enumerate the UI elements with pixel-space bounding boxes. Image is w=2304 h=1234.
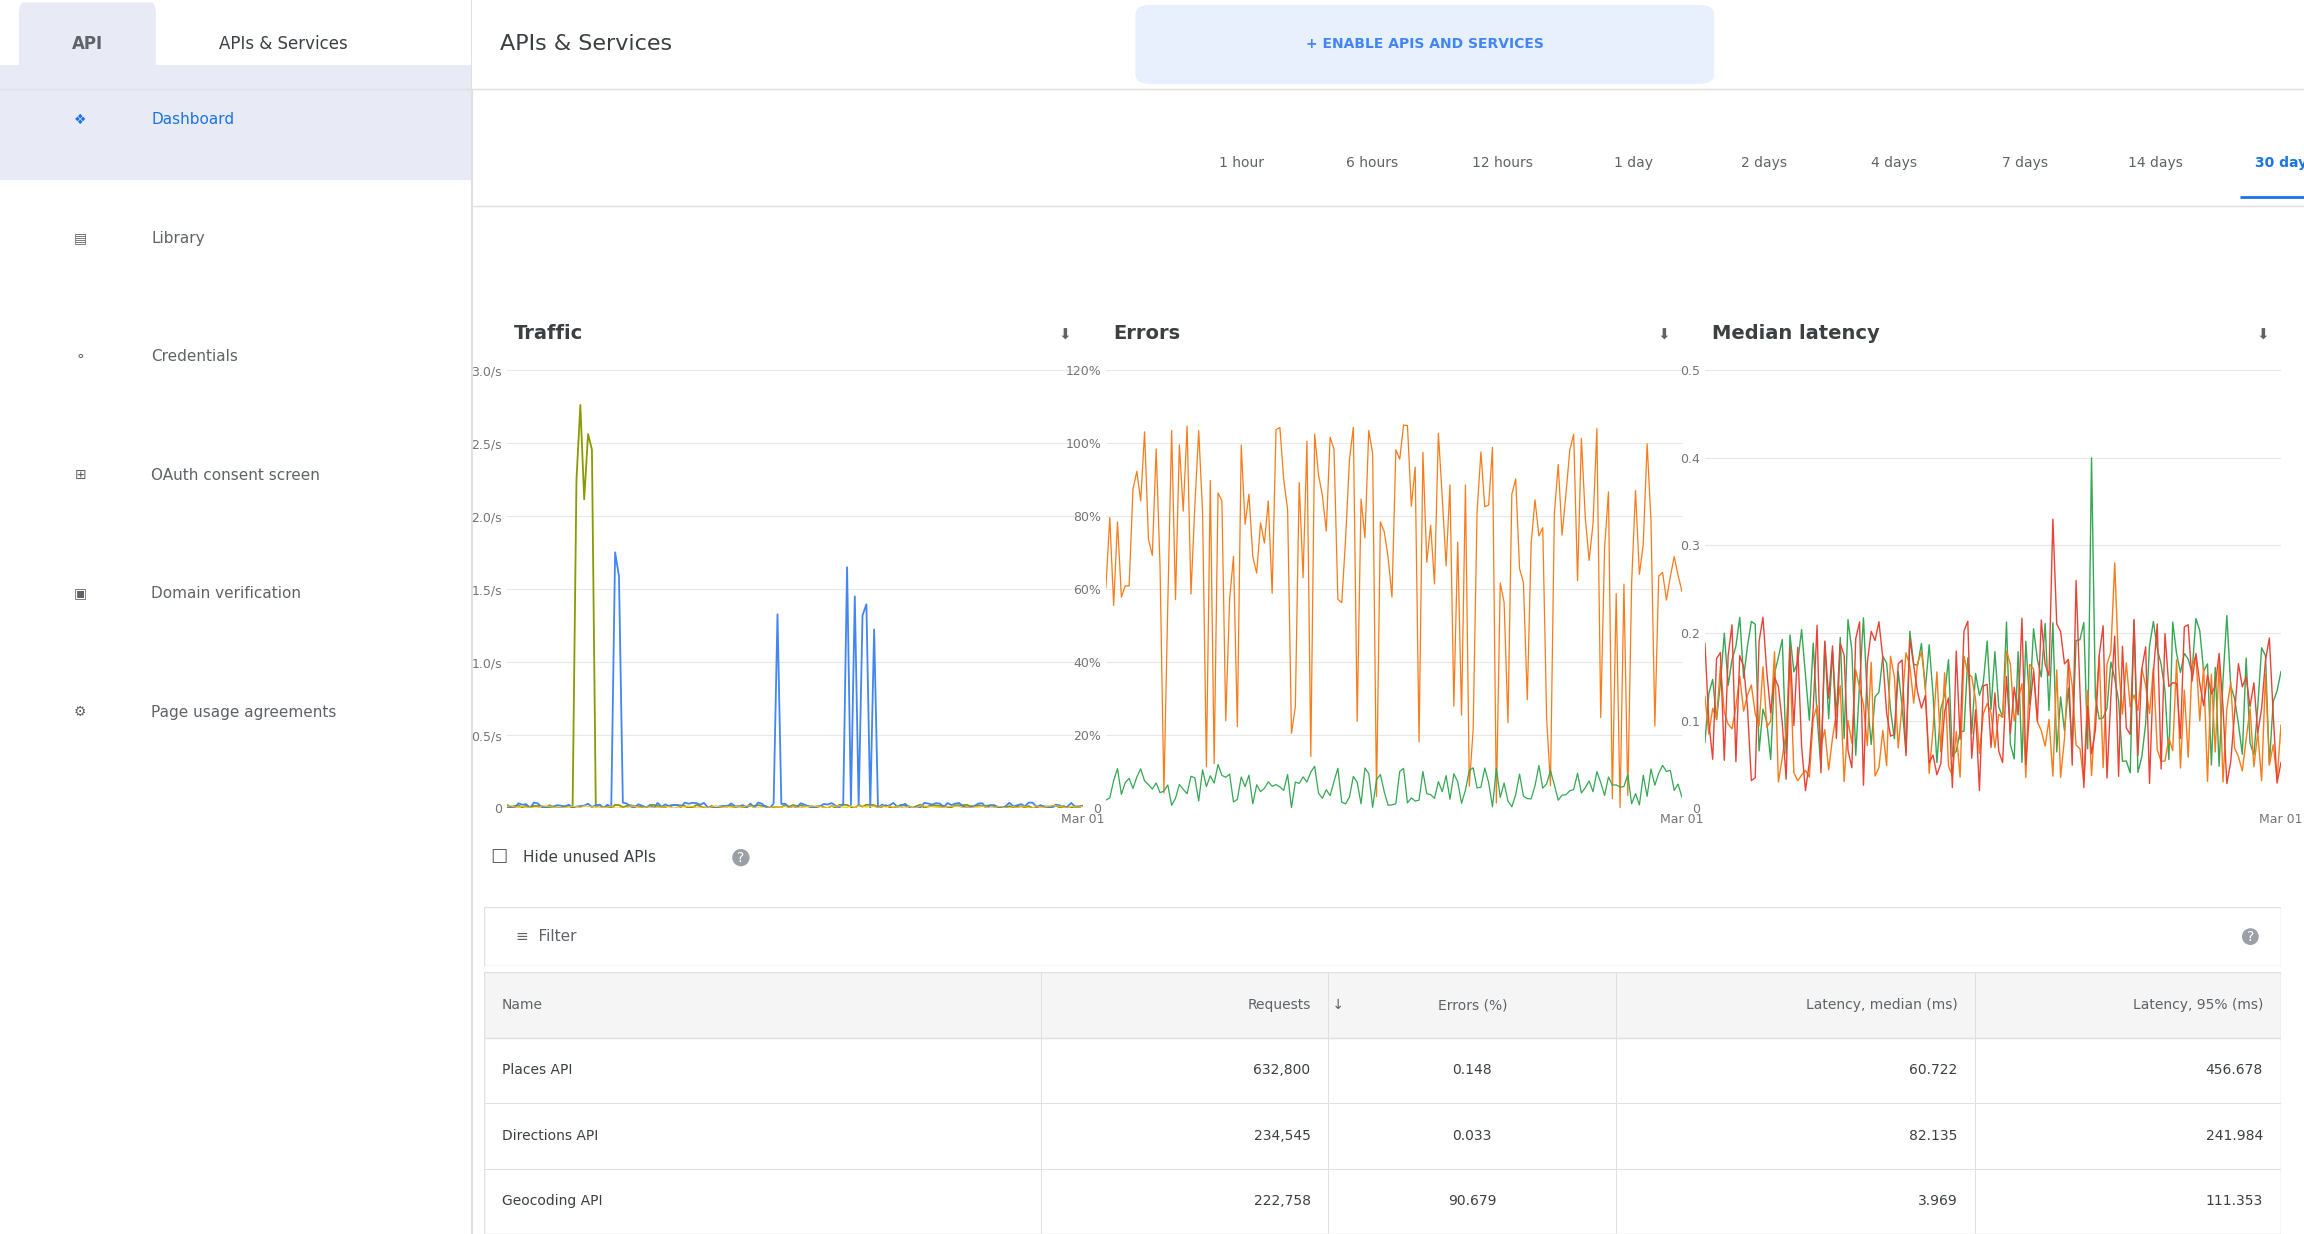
Text: Directions API: Directions API [502,1129,599,1143]
Text: ⬇: ⬇ [1058,328,1071,343]
Text: ⬇: ⬇ [2256,328,2269,343]
Text: Errors: Errors [1113,325,1180,343]
Text: 3.969: 3.969 [1917,1195,1958,1208]
Text: 60.722: 60.722 [1910,1064,1958,1077]
Text: Places API: Places API [502,1064,571,1077]
Text: Traffic: Traffic [514,325,583,343]
Text: ⊞: ⊞ [74,468,85,482]
Text: 1 hour: 1 hour [1219,155,1265,170]
Text: 241.984: 241.984 [2205,1129,2263,1143]
Text: 234,545: 234,545 [1253,1129,1311,1143]
Text: ?: ? [2246,929,2253,944]
Text: 6 hours: 6 hours [1346,155,1399,170]
Text: Domain verification: Domain verification [152,586,302,601]
Text: APIs & Services: APIs & Services [219,36,348,53]
Text: Latency, median (ms): Latency, median (ms) [1806,998,1958,1012]
Text: ?: ? [737,850,744,865]
Text: Credentials: Credentials [152,349,237,364]
Text: ≡  Filter: ≡ Filter [516,929,576,944]
Text: Median latency: Median latency [1712,325,1880,343]
Text: Hide unused APIs: Hide unused APIs [523,850,657,865]
Text: ⚬: ⚬ [74,349,85,364]
Text: ☐: ☐ [491,848,509,868]
FancyBboxPatch shape [1136,5,1714,84]
Text: 1 day: 1 day [1613,155,1652,170]
Text: 2 days: 2 days [1740,155,1786,170]
Text: API: API [71,36,104,53]
Text: Dashboard: Dashboard [152,112,235,127]
Text: 222,758: 222,758 [1253,1195,1311,1208]
Text: 7 days: 7 days [2002,155,2048,170]
Text: ▤: ▤ [74,231,88,246]
Text: 456.678: 456.678 [2205,1064,2263,1077]
FancyBboxPatch shape [472,0,2304,89]
Text: Library: Library [152,231,205,246]
Text: 0.033: 0.033 [1452,1129,1493,1143]
Text: ❖: ❖ [74,112,88,127]
Text: 0.148: 0.148 [1452,1064,1493,1077]
Text: ↓: ↓ [1329,998,1346,1012]
Text: 30 days: 30 days [2256,155,2304,170]
Text: Page usage agreements: Page usage agreements [152,705,336,719]
Text: OAuth consent screen: OAuth consent screen [152,468,320,482]
Text: APIs & Services: APIs & Services [500,35,673,54]
FancyBboxPatch shape [484,972,2281,1038]
Text: 4 days: 4 days [1871,155,1917,170]
Text: Name: Name [502,998,544,1012]
FancyBboxPatch shape [0,0,472,89]
Text: Requests: Requests [1246,998,1311,1012]
Text: 14 days: 14 days [2127,155,2182,170]
Text: 111.353: 111.353 [2205,1195,2263,1208]
Text: Latency, 95% (ms): Latency, 95% (ms) [2134,998,2263,1012]
Text: ⬇: ⬇ [1657,328,1670,343]
Text: 90.679: 90.679 [1447,1195,1498,1208]
Text: Geocoding API: Geocoding API [502,1195,601,1208]
Text: 12 hours: 12 hours [1472,155,1532,170]
Text: ▣: ▣ [74,586,88,601]
Text: + ENABLE APIS AND SERVICES: + ENABLE APIS AND SERVICES [1306,37,1544,52]
FancyBboxPatch shape [0,65,472,180]
Text: Errors (%): Errors (%) [1438,998,1507,1012]
Text: ⚙: ⚙ [74,705,88,719]
Text: 82.135: 82.135 [1910,1129,1958,1143]
FancyBboxPatch shape [18,2,157,86]
Text: 632,800: 632,800 [1253,1064,1311,1077]
